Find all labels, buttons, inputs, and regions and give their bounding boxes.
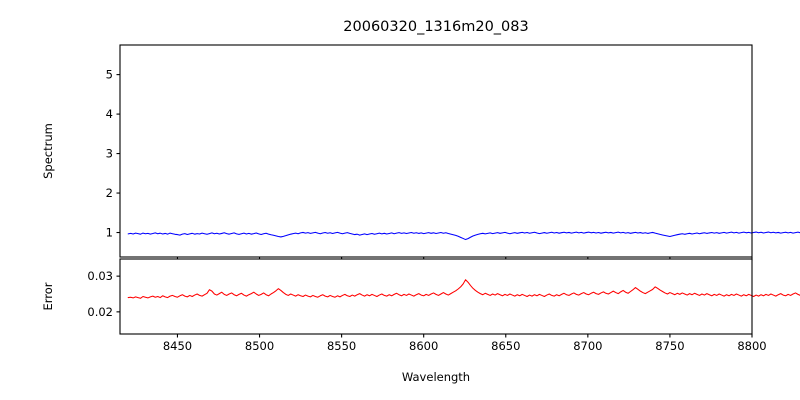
axes-frame-error (119, 258, 753, 335)
panel-spectrum: 1 2 3 4 5 Spectrum (41, 44, 800, 261)
panel-background-error (120, 259, 752, 334)
x-tick-label: 8550 (327, 339, 356, 353)
data-line-error (127, 279, 800, 299)
chart-title: 20060320_1316m20_083 (343, 19, 528, 35)
y-axis-label-error: Error (41, 282, 55, 310)
y-tick-label: 5 (106, 68, 113, 82)
data-line-spectrum (127, 231, 800, 241)
x-tick-label: 8450 (163, 339, 192, 353)
x-axis-label: Wavelength (402, 370, 470, 384)
panel-background-spectrum (120, 45, 752, 257)
x-tick-label: 8500 (245, 339, 274, 353)
y-tick-label: 0.03 (87, 269, 113, 283)
x-tick-label: 8600 (409, 339, 438, 353)
axes-frame-spectrum (119, 44, 753, 258)
panel-error: 8450 8500 8550 8600 8650 8700 8750 8800 0.02 0.03… (41, 258, 800, 353)
y-tick-label: 3 (106, 147, 113, 161)
y-tick-label: 1 (106, 226, 113, 240)
y-tick-label: 4 (106, 107, 113, 121)
x-tick-label: 8750 (655, 339, 684, 353)
y-axis-label-spectrum: Spectrum (41, 123, 55, 179)
y-tick-label: 2 (106, 186, 113, 200)
x-tick-label: 8650 (491, 339, 520, 353)
x-tick-label: 8800 (737, 339, 766, 353)
x-tick-label: 8700 (573, 339, 602, 353)
y-tick-label: 0.02 (87, 305, 113, 319)
